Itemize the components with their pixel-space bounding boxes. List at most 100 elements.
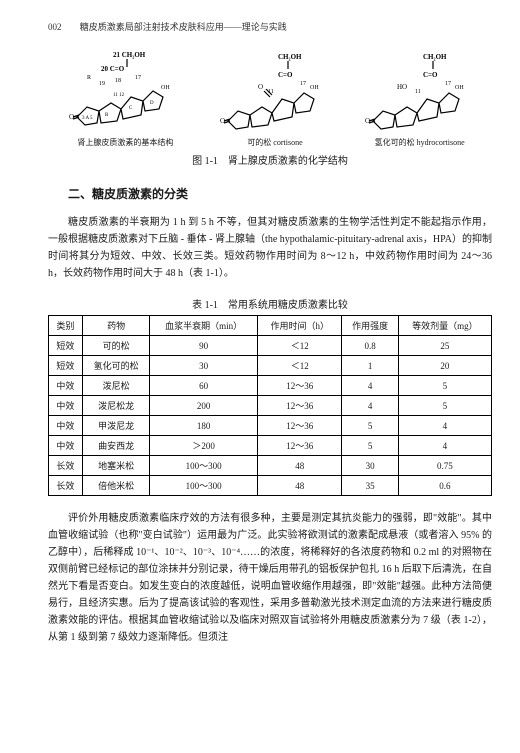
table-header-cell: 等效剂量（mg） bbox=[398, 316, 491, 336]
table-cell: 中效 bbox=[49, 396, 83, 416]
table-cell: 短效 bbox=[49, 336, 83, 356]
svg-text:11 12: 11 12 bbox=[113, 93, 125, 98]
table-cell: 20 bbox=[398, 356, 491, 376]
section-heading: 二、糖皮质激素的分类 bbox=[68, 185, 492, 202]
svg-text:C=O: C=O bbox=[423, 71, 438, 79]
table-header-cell: 血浆半衰期（min） bbox=[150, 316, 258, 336]
structure-label: 氢化可的松 hydrocortisone bbox=[365, 137, 475, 148]
table-row: 中效泼尼松龙20012～3645 bbox=[49, 396, 492, 416]
svg-text:O: O bbox=[258, 83, 263, 91]
table-cell: 25 bbox=[398, 336, 491, 356]
table-cell: 4 bbox=[342, 396, 398, 416]
table-cell: 氢化可的松 bbox=[82, 356, 150, 376]
svg-text:19: 19 bbox=[99, 81, 105, 87]
table-cell: 5 bbox=[342, 436, 398, 456]
table-cell: 5 bbox=[398, 376, 491, 396]
svg-text:20 C=O: 20 C=O bbox=[101, 65, 125, 73]
svg-text:21 CH₂OH: 21 CH₂OH bbox=[113, 51, 146, 59]
table-header-cell: 药物 bbox=[82, 316, 150, 336]
svg-text:C: C bbox=[129, 106, 133, 111]
svg-text:18: 18 bbox=[115, 78, 121, 84]
structure-label: 肾上腺皮质激素的基本结构 bbox=[65, 137, 185, 148]
svg-text:11: 11 bbox=[415, 89, 421, 95]
table-cell: 12～36 bbox=[257, 416, 341, 436]
table-cell: 甲泼尼龙 bbox=[82, 416, 150, 436]
table-cell: 中效 bbox=[49, 416, 83, 436]
table-cell: 100～300 bbox=[150, 476, 258, 496]
table-cell: 0.8 bbox=[342, 336, 398, 356]
table-cell: 200 bbox=[150, 396, 258, 416]
svg-text:OH: OH bbox=[455, 85, 464, 91]
svg-text:D: D bbox=[150, 101, 154, 106]
table-cell: 地塞米松 bbox=[82, 456, 150, 476]
table-cell: 4 bbox=[342, 376, 398, 396]
table-row: 短效可的松90＜120.825 bbox=[49, 336, 492, 356]
svg-text:OH: OH bbox=[161, 85, 170, 91]
table-cell: 0.6 bbox=[398, 476, 491, 496]
table-cell: 中效 bbox=[49, 436, 83, 456]
table-cell: 4 bbox=[398, 416, 491, 436]
table-header-cell: 作用强度 bbox=[342, 316, 398, 336]
table-cell: 长效 bbox=[49, 476, 83, 496]
table-header-cell: 类别 bbox=[49, 316, 83, 336]
table-cell: 48 bbox=[257, 456, 341, 476]
structure-cortisone: CH₂OH C=O 17 OH O 11 O bbox=[220, 49, 330, 148]
svg-text:3 A 5: 3 A 5 bbox=[82, 116, 93, 121]
table-cell: 泼尼松龙 bbox=[82, 396, 150, 416]
table-row: 中效甲泼尼龙18012～3654 bbox=[49, 416, 492, 436]
table-cell: 5 bbox=[398, 396, 491, 416]
table-row: 短效氢化可的松30＜12120 bbox=[49, 356, 492, 376]
table-cell: ＜12 bbox=[257, 336, 341, 356]
table-cell: 短效 bbox=[49, 356, 83, 376]
structure-basic: 21 CH₂OH 20 C=O R 19 18 17 O 3 A 5 bbox=[65, 49, 185, 148]
table-cell: ＞200 bbox=[150, 436, 258, 456]
table-cell: 30 bbox=[342, 456, 398, 476]
table-cell: 4 bbox=[398, 436, 491, 456]
table-cell: 长效 bbox=[49, 456, 83, 476]
table-cell: 90 bbox=[150, 336, 258, 356]
svg-text:B: B bbox=[105, 113, 109, 118]
structure-hydrocortisone: CH₂OH C=O 17 OH HO 11 O 氢化可的松 hydrocorti… bbox=[365, 49, 475, 148]
page-number: 002 bbox=[48, 22, 62, 32]
table-row: 中效泼尼松6012～3645 bbox=[49, 376, 492, 396]
table-cell: 0.75 bbox=[398, 456, 491, 476]
table-cell: 5 bbox=[342, 416, 398, 436]
structure-label: 可的松 cortisone bbox=[220, 137, 330, 148]
table-row: 长效地塞米松100～30048300.75 bbox=[49, 456, 492, 476]
table-cell: 可的松 bbox=[82, 336, 150, 356]
table-cell: 35 bbox=[342, 476, 398, 496]
svg-text:HO: HO bbox=[397, 83, 407, 91]
table-cell: 180 bbox=[150, 416, 258, 436]
table-cell: 100～300 bbox=[150, 456, 258, 476]
svg-text:R: R bbox=[87, 75, 91, 81]
table-cell: 曲安西龙 bbox=[82, 436, 150, 456]
table-cell: 30 bbox=[150, 356, 258, 376]
table-header-cell: 作用时间（h） bbox=[257, 316, 341, 336]
table-row: 中效曲安西龙＞20012～3654 bbox=[49, 436, 492, 456]
table-row: 长效倍他米松100～30048350.6 bbox=[49, 476, 492, 496]
table-cell: 中效 bbox=[49, 376, 83, 396]
page-header: 002 糖皮质激素局部注射技术皮肤科应用——理论与实践 bbox=[48, 20, 492, 33]
svg-text:17: 17 bbox=[135, 75, 141, 81]
table-cell: 48 bbox=[257, 476, 341, 496]
paragraph: 糖皮质激素的半衰期为 1 h 到 5 h 不等，但其对糖皮质激素的生物学活性判定… bbox=[48, 214, 492, 282]
table-cell: 12～36 bbox=[257, 376, 341, 396]
table-cell: ＜12 bbox=[257, 356, 341, 376]
table-cell: 12～36 bbox=[257, 436, 341, 456]
table-caption: 表 1-1 常用系统用糖皮质激素比较 bbox=[48, 296, 492, 311]
table-cell: 60 bbox=[150, 376, 258, 396]
table-cell: 12～36 bbox=[257, 396, 341, 416]
svg-text:CH₂OH: CH₂OH bbox=[278, 53, 302, 61]
comparison-table: 类别药物血浆半衰期（min）作用时间（h）作用强度等效剂量（mg） 短效可的松9… bbox=[48, 315, 492, 496]
running-title: 糖皮质激素局部注射技术皮肤科应用——理论与实践 bbox=[80, 22, 287, 32]
svg-text:C=O: C=O bbox=[278, 71, 293, 79]
table-cell: 倍他米松 bbox=[82, 476, 150, 496]
svg-text:CH₂OH: CH₂OH bbox=[423, 53, 447, 61]
chemical-structures-row: 21 CH₂OH 20 C=O R 19 18 17 O 3 A 5 bbox=[48, 49, 492, 148]
svg-text:17: 17 bbox=[300, 81, 306, 87]
paragraph: 评价外用糖皮质激素临床疗效的方法有很多种，主要是测定其抗炎能力的强弱，即"效能"… bbox=[48, 510, 492, 646]
svg-text:17: 17 bbox=[445, 81, 451, 87]
figure-caption: 图 1-1 肾上腺皮质激素的化学结构 bbox=[48, 152, 492, 167]
svg-text:OH: OH bbox=[310, 85, 319, 91]
table-cell: 1 bbox=[342, 356, 398, 376]
